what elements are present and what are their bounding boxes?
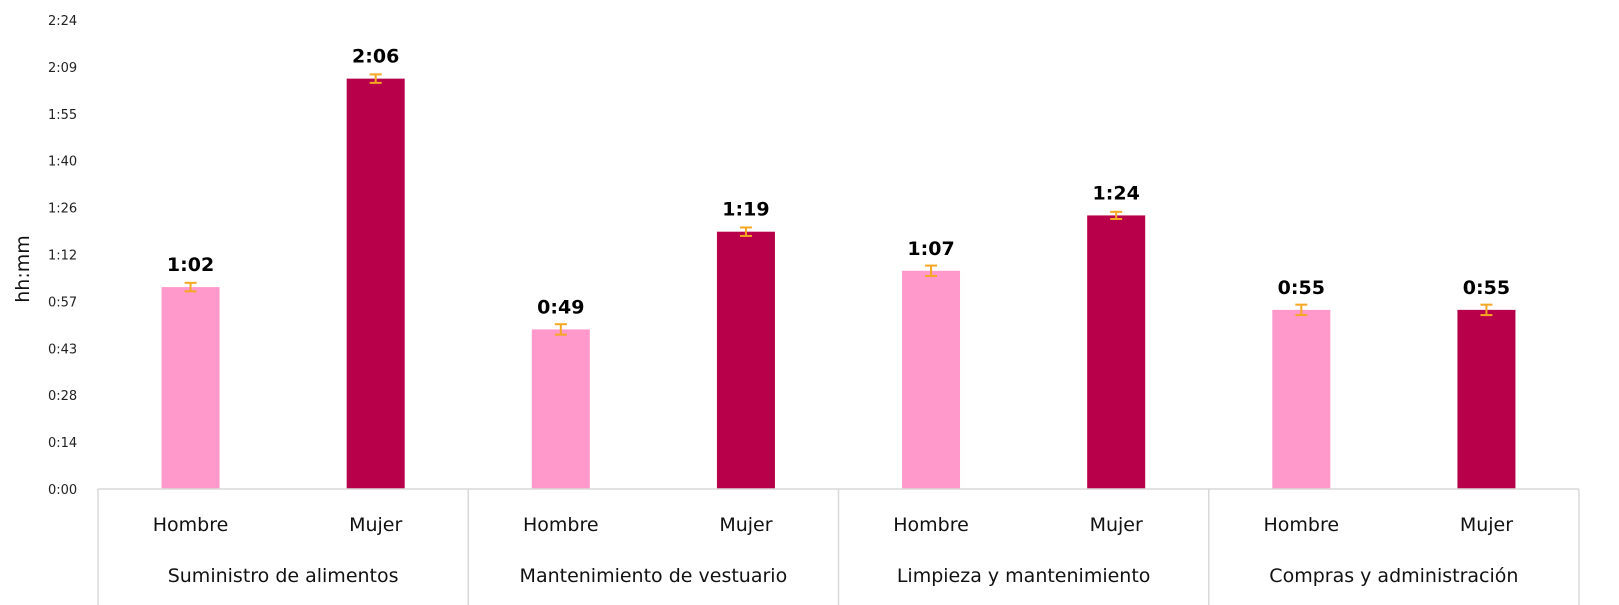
- data-label: 0:55: [1463, 277, 1510, 299]
- y-tick-label: 2:09: [48, 61, 77, 76]
- x-group-label: Mantenimiento de vestuario: [520, 565, 788, 587]
- x-tick-label: Hombre: [1264, 514, 1340, 536]
- x-group-label: Compras y administración: [1269, 565, 1518, 587]
- y-tick-label: 0:28: [48, 389, 77, 404]
- bar-hombre: [161, 287, 220, 489]
- bar-hombre: [531, 329, 590, 489]
- data-label: 1:24: [1093, 182, 1140, 204]
- error-bar: [739, 226, 752, 237]
- data-label: 1:02: [167, 254, 214, 276]
- error-bar: [554, 323, 567, 336]
- error-bar: [1480, 303, 1493, 317]
- y-tick-label: 1:26: [48, 202, 77, 217]
- data-label: 0:49: [537, 296, 584, 318]
- data-label: 1:19: [722, 199, 769, 221]
- error-bar: [1295, 303, 1308, 317]
- x-tick-label: Mujer: [1460, 514, 1513, 536]
- bar-mujer: [1457, 309, 1516, 489]
- x-group-label: Limpieza y mantenimiento: [897, 565, 1151, 587]
- y-tick-label: 0:14: [48, 436, 77, 451]
- error-bar: [925, 264, 938, 277]
- plot-area: 1:02 2:06 0:49 1:19 1:07 1:24 0:55 0:55: [161, 46, 1516, 489]
- y-axis-title: hh:mm: [12, 235, 34, 303]
- x-group-label: Suministro de alimentos: [168, 565, 399, 587]
- error-bar: [184, 281, 197, 293]
- x-tick-label: Hombre: [153, 514, 229, 536]
- x-tick-label: Hombre: [523, 514, 599, 536]
- x-tick-label: Mujer: [1090, 514, 1143, 536]
- data-label: 1:07: [907, 238, 954, 260]
- bar-hombre: [902, 270, 961, 489]
- bar-hombre: [1272, 309, 1331, 489]
- x-axis: Hombre Mujer Suministro de alimentos Hombre…: [97, 488, 1580, 605]
- x-tick-label: Hombre: [893, 514, 969, 536]
- data-label: 2:06: [352, 46, 399, 68]
- y-tick-label: 0:43: [48, 342, 77, 357]
- y-tick-label: 2:24: [48, 14, 77, 29]
- y-tick-label: 1:55: [48, 108, 77, 123]
- x-tick-label: Mujer: [719, 514, 772, 536]
- y-tick-label: 1:12: [48, 249, 77, 264]
- data-label: 0:55: [1278, 277, 1325, 299]
- y-tick-label: 0:00: [48, 483, 77, 498]
- y-axis: 0:00 0:14 0:28 0:43 0:57 1:12 1:26 1:40 1:55 2:09…: [48, 14, 77, 498]
- y-tick-label: 0:57: [48, 295, 77, 310]
- x-tick-label: Mujer: [349, 514, 402, 536]
- bar-mujer: [716, 231, 775, 489]
- bar-mujer: [346, 78, 405, 489]
- error-bar: [1110, 210, 1123, 220]
- y-tick-label: 1:40: [48, 155, 77, 170]
- error-bar: [369, 73, 382, 84]
- bar-mujer: [1087, 215, 1146, 489]
